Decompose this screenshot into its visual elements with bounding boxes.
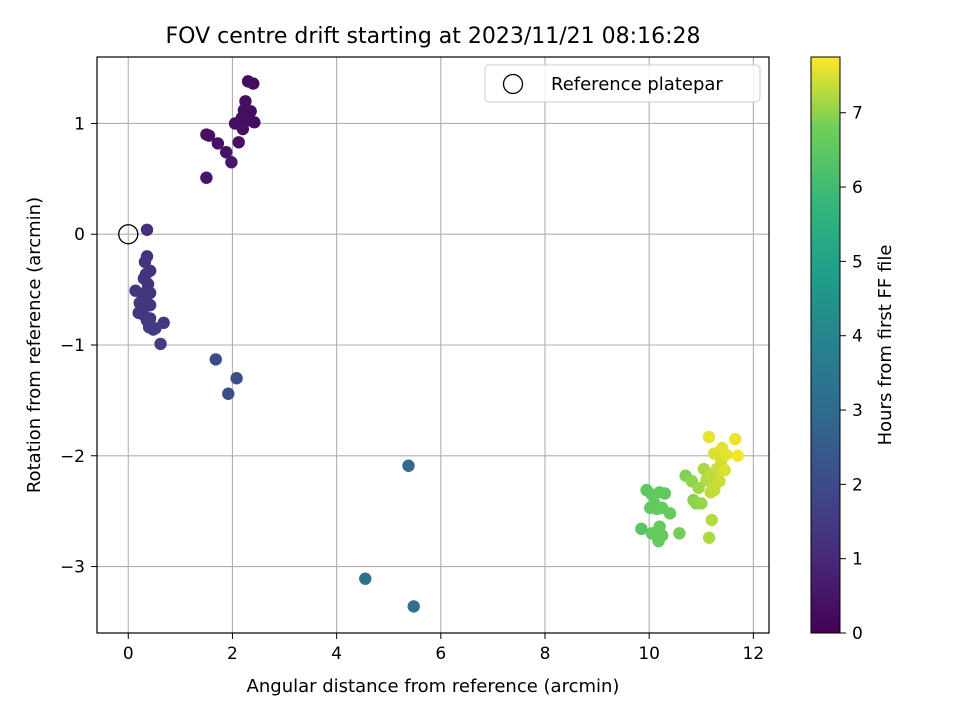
colorbar-tick-label: 2 [852,475,863,495]
data-point [154,337,167,351]
data-point [673,527,686,540]
x-tick-label: 8 [540,644,551,664]
data-point [402,459,415,472]
colorbar-tick-label: 7 [852,104,863,124]
x-tick-label: 6 [435,644,446,664]
data-point [635,522,648,536]
colorbar [810,56,841,634]
reference-point [118,224,139,245]
data-point [200,171,213,184]
data-point [359,572,372,585]
data-point [247,77,260,90]
colorbar-tick-label: 5 [852,252,863,272]
data-point [731,449,744,462]
colorbar-tick-label: 1 [852,550,863,570]
data-point [219,146,233,159]
data-point [695,497,708,510]
reference-layer [118,224,139,245]
data-point [129,284,142,297]
x-tick-label: 0 [123,644,134,664]
data-point [209,353,222,366]
x-tick-label: 10 [638,644,660,664]
data-point [720,448,733,461]
data-point [211,137,225,150]
data-point [713,475,726,488]
x-ticks: 0 2 4 6 8 10 12 [123,633,764,664]
colorbar-tick-label: 0 [852,624,863,644]
y-tick-label: 1 [74,114,85,134]
x-tick-label: 4 [331,644,342,664]
data-point [702,430,716,444]
y-tick-label: −1 [60,336,85,356]
data-points [129,75,744,613]
legend-marker [502,73,524,95]
data-point [232,136,245,149]
grid-lines [97,57,769,633]
colorbar-label: Hours from first FF file [875,245,896,446]
data-point [702,531,716,544]
y-tick-label: −2 [60,447,85,467]
data-point [230,372,243,385]
colorbar-tick-label: 6 [852,178,863,198]
data-point [149,322,162,335]
data-point [236,122,250,136]
data-point [407,600,420,613]
x-tick-label: 12 [743,644,765,664]
x-tick-label: 2 [227,644,238,664]
data-point [225,156,238,169]
data-point [242,113,256,127]
data-point [663,507,677,520]
colorbar-tick-label: 3 [852,401,863,421]
colorbar-tick-label: 4 [852,327,863,347]
legend-label: Reference platepar [551,74,723,95]
data-point [202,129,216,142]
data-point [718,463,731,477]
y-tick-label: 0 [74,225,85,245]
data-point [705,513,718,527]
data-point [140,223,154,236]
x-axis-label: Angular distance from reference (arcmin) [247,676,620,697]
data-point [652,534,665,548]
legend: Reference platepar [484,64,761,103]
data-point [222,387,235,400]
y-tick-label: −3 [60,558,85,578]
data-point [728,432,742,446]
data-point [692,481,705,495]
chart-title: FOV centre drift starting at 2023/11/21 … [166,24,701,49]
data-point [658,487,672,500]
colorbar-ticks: 0 1 2 3 4 5 6 7 [840,104,863,644]
y-ticks: −3 −2 −1 0 1 [60,114,97,578]
y-axis-label: Rotation from reference (arcmin) [24,197,45,493]
legend-box [484,64,761,103]
